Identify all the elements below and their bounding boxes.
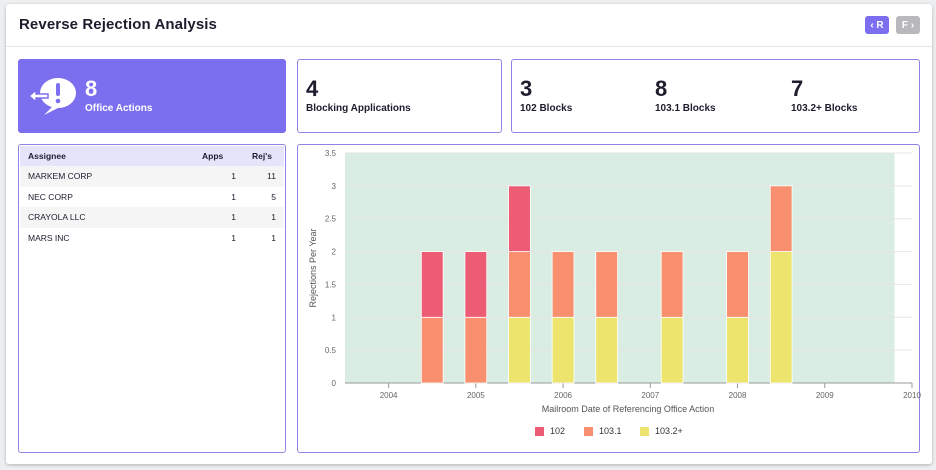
legend-label-103-2: 103.2+ bbox=[655, 426, 683, 436]
reverse-nav-button[interactable]: ‹ R bbox=[865, 16, 889, 34]
y-tick-label: 1.5 bbox=[325, 280, 337, 289]
bar-segment-102[interactable] bbox=[508, 185, 531, 252]
assignee-rejs: 5 bbox=[271, 191, 276, 202]
table-row[interactable]: NEC CORP 1 5 bbox=[20, 187, 284, 208]
x-tick-label: 2005 bbox=[467, 391, 485, 400]
assignee-rejs: 1 bbox=[271, 232, 276, 243]
bar-segment-103-2-[interactable] bbox=[726, 316, 749, 384]
x-tick-label: 2009 bbox=[816, 391, 834, 400]
blocks-card[interactable]: 3 102 Blocks 8 103.1 Blocks 7 103.2+ Blo… bbox=[511, 59, 920, 133]
legend-item-103-1[interactable]: 103.1 bbox=[584, 426, 622, 436]
bar-segment-102[interactable] bbox=[464, 251, 488, 318]
blocking-applications-card[interactable]: 4 Blocking Applications bbox=[297, 59, 502, 133]
header-divider bbox=[6, 46, 932, 47]
assignee-rejs: 11 bbox=[244, 166, 284, 187]
assignee-name: MARKEM CORP bbox=[20, 166, 194, 187]
office-actions-card[interactable]: 8 Office Actions bbox=[18, 59, 286, 133]
bar-segment-103-1[interactable] bbox=[769, 185, 793, 252]
legend-item-103-2[interactable]: 103.2+ bbox=[640, 426, 683, 436]
table-row[interactable]: MARKEM CORP 1 11 bbox=[20, 166, 284, 187]
legend-swatch-102 bbox=[535, 426, 544, 436]
x-tick-label: 2007 bbox=[641, 391, 659, 400]
y-tick-label: 2 bbox=[332, 248, 337, 257]
blocks-102-count: 3 bbox=[520, 76, 533, 101]
assignee-apps: 1 bbox=[231, 191, 236, 202]
legend-label-103-1: 103.1 bbox=[599, 426, 622, 436]
assignee-name: CRAYOLA LLC bbox=[20, 207, 194, 228]
table-header-row: Assignee Apps Rej's bbox=[20, 146, 284, 166]
assignee-name: MARS INC bbox=[28, 232, 70, 243]
bar-segment-103-1[interactable] bbox=[551, 251, 575, 318]
assignee-rejs: 1 bbox=[244, 207, 284, 228]
assignee-apps: 1 bbox=[194, 207, 244, 228]
y-tick-label: 3 bbox=[332, 182, 337, 191]
blocks-103-1-label: 103.1 Blocks bbox=[655, 103, 716, 114]
bar-segment-103-1[interactable] bbox=[660, 251, 684, 318]
x-tick-label: 2006 bbox=[554, 391, 572, 400]
bar-segment-102[interactable] bbox=[420, 251, 444, 318]
assignee-table-card: Assignee Apps Rej's MARKEM CORP 1 11 NEC… bbox=[18, 144, 286, 453]
bar-segment-103-2-[interactable] bbox=[660, 316, 684, 384]
bar-segment-103-1[interactable] bbox=[464, 316, 488, 384]
forward-nav-button[interactable]: F › bbox=[896, 16, 920, 34]
legend-item-102[interactable]: 102 bbox=[535, 426, 565, 436]
speech-bubble-alert-icon bbox=[27, 78, 76, 115]
y-axis-label: Rejections Per Year bbox=[308, 228, 318, 307]
table-row[interactable]: CRAYOLA LLC 1 1 bbox=[20, 207, 284, 228]
column-header-apps[interactable]: Apps bbox=[194, 146, 244, 166]
y-tick-label: 2.5 bbox=[325, 215, 337, 224]
y-tick-label: 1 bbox=[332, 313, 337, 322]
blocking-label: Blocking Applications bbox=[306, 103, 411, 114]
bar-segment-103-2-[interactable] bbox=[769, 251, 793, 384]
x-tick-label: 2008 bbox=[729, 391, 747, 400]
bar-segment-103-2-[interactable] bbox=[595, 316, 618, 384]
bar-segment-103-2-[interactable] bbox=[551, 316, 575, 384]
blocks-102-label: 102 Blocks bbox=[520, 103, 573, 114]
assignee-table: Assignee Apps Rej's MARKEM CORP 1 11 NEC… bbox=[20, 146, 284, 248]
office-actions-count: 8 bbox=[85, 76, 98, 101]
column-header-assignee[interactable]: Assignee bbox=[20, 146, 194, 166]
column-header-rejs[interactable]: Rej's bbox=[244, 146, 284, 166]
table-row[interactable]: MARS INC 1 1 bbox=[20, 228, 284, 249]
bar-segment-103-1[interactable] bbox=[595, 251, 618, 318]
y-tick-label: 0 bbox=[332, 379, 337, 388]
bar-segment-103-1[interactable] bbox=[508, 251, 531, 318]
assignee-apps: 1 bbox=[194, 166, 244, 187]
y-tick-label: 0.5 bbox=[325, 346, 337, 355]
x-tick-label: 2004 bbox=[380, 391, 398, 400]
blocking-count: 4 bbox=[306, 76, 319, 101]
legend-swatch-103-1 bbox=[584, 426, 593, 436]
blocks-103-2-count: 7 bbox=[791, 76, 804, 101]
x-axis-label: Mailroom Date of Referencing Office Acti… bbox=[542, 404, 714, 414]
blocks-103-1-count: 8 bbox=[655, 76, 668, 101]
y-tick-label: 3.5 bbox=[325, 149, 337, 158]
page-title: Reverse Rejection Analysis bbox=[19, 16, 217, 33]
bar-segment-103-2-[interactable] bbox=[508, 316, 531, 384]
assignee-apps: 1 bbox=[231, 232, 236, 243]
office-actions-label: Office Actions bbox=[85, 103, 153, 114]
legend-label-102: 102 bbox=[550, 426, 566, 436]
bar-segment-103-1[interactable] bbox=[420, 316, 444, 384]
bar-segment-103-1[interactable] bbox=[726, 251, 749, 318]
x-tick-label: 2010 bbox=[903, 391, 921, 400]
legend-swatch-103-2 bbox=[640, 426, 649, 436]
assignee-name: NEC CORP bbox=[28, 191, 73, 202]
blocks-103-2-label: 103.2+ Blocks bbox=[791, 103, 858, 114]
